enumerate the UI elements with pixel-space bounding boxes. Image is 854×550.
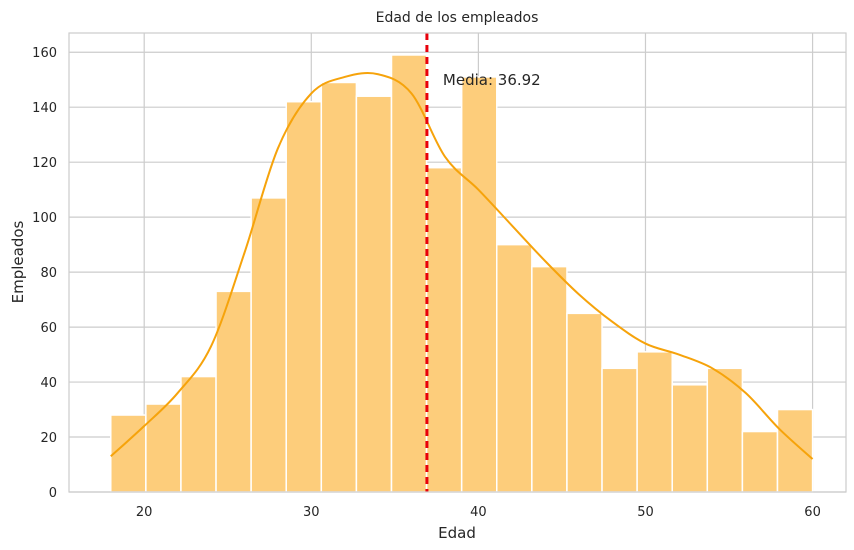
histogram-bar xyxy=(425,166,463,493)
x-tick-label: 30 xyxy=(303,505,320,520)
histogram-bar xyxy=(671,384,709,493)
histogram-bar xyxy=(531,265,568,493)
histogram-bar xyxy=(390,54,428,493)
histogram-bar xyxy=(460,76,498,493)
x-tick-label: 40 xyxy=(470,505,487,520)
y-tick-label: 40 xyxy=(40,376,57,391)
axes-frame xyxy=(68,32,847,493)
y-tick-labels: 0 20 40 60 80 100 120 140 160 xyxy=(32,46,57,501)
histogram-bar xyxy=(636,351,673,493)
mean-label: Media: 36.92 xyxy=(443,71,541,89)
chart-title: Edad de los empleados xyxy=(376,10,539,26)
histogram-bar xyxy=(320,81,358,493)
histogram-bar xyxy=(250,197,287,493)
x-tick-label: 50 xyxy=(637,505,654,520)
histogram-bar xyxy=(601,367,638,493)
x-tick-label: 60 xyxy=(804,505,821,520)
y-tick-label: 60 xyxy=(40,321,57,336)
histogram-bars xyxy=(110,54,814,493)
x-tick-label: 20 xyxy=(136,505,153,520)
histogram-bar xyxy=(110,414,147,493)
y-tick-label: 20 xyxy=(40,431,57,446)
y-tick-label: 100 xyxy=(32,211,57,226)
histogram-bar xyxy=(496,243,533,493)
histogram-bar xyxy=(741,430,779,493)
y-tick-label: 140 xyxy=(32,101,57,116)
histogram-bar xyxy=(285,100,323,493)
histogram-bar xyxy=(355,95,393,493)
x-tick-labels: 20 30 40 50 60 xyxy=(136,505,821,520)
histogram-bar xyxy=(145,403,182,493)
histogram-bar xyxy=(706,367,744,493)
x-axis-label: Edad xyxy=(438,524,476,542)
y-tick-label: 120 xyxy=(32,156,57,171)
histogram-bar xyxy=(566,312,603,493)
histogram-bar xyxy=(776,408,814,493)
y-tick-label: 80 xyxy=(40,266,57,281)
y-axis-label: Empleados xyxy=(9,220,27,303)
kde-curve xyxy=(110,72,814,460)
histogram-bar xyxy=(180,375,217,493)
y-tick-label: 160 xyxy=(32,46,57,61)
y-tick-label: 0 xyxy=(49,486,57,501)
